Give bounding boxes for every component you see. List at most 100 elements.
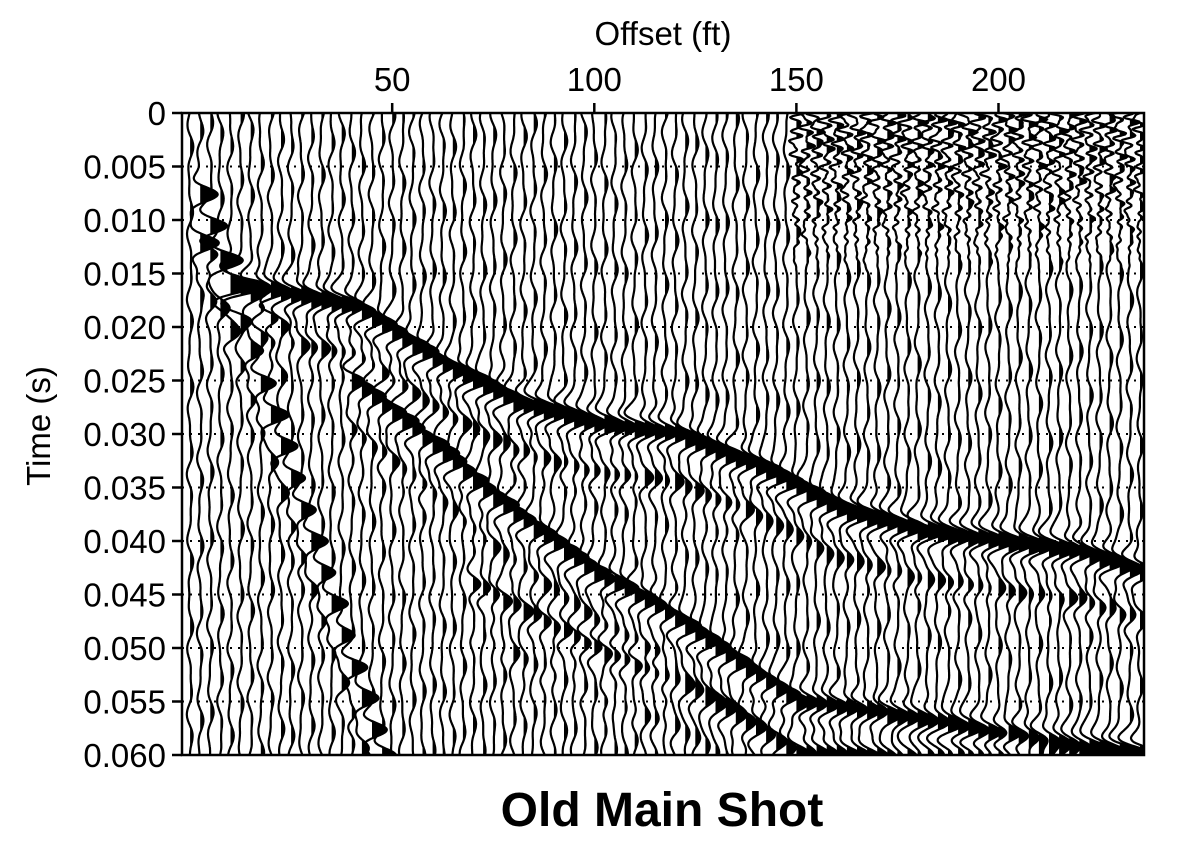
trace-wiggle	[999, 111, 1027, 756]
trace-27	[454, 112, 480, 756]
trace-65	[836, 111, 866, 756]
trace-fill	[321, 113, 338, 728]
trace-15	[330, 112, 361, 756]
trace-56	[747, 112, 774, 756]
trace-wiggle	[724, 112, 753, 756]
trace-28	[461, 113, 492, 755]
trace-wiggle	[604, 112, 630, 756]
trace-16	[341, 113, 369, 756]
trace-12	[302, 113, 329, 756]
trace-33	[514, 112, 539, 755]
x-axis-title: Offset (ft)	[595, 15, 732, 52]
trace-wiggle	[936, 112, 966, 756]
trace-fill	[462, 114, 479, 742]
trace-fill	[735, 113, 752, 725]
trace-fill	[665, 113, 679, 755]
y-tick-label: 0.010	[83, 202, 166, 239]
y-tick-label: 0.015	[83, 256, 166, 293]
trace-43	[614, 112, 640, 756]
trace-fill	[685, 132, 703, 745]
trace-wiggle	[756, 113, 785, 756]
trace-wiggle	[877, 112, 903, 756]
x-tick-label: 200	[971, 61, 1026, 98]
trace-34	[523, 112, 552, 755]
trace-wiggle	[1090, 112, 1121, 756]
trace-wiggle	[1018, 112, 1049, 756]
trace-fill	[604, 113, 624, 739]
trace-78	[968, 112, 994, 756]
trace-fill	[695, 133, 712, 748]
x-axis-ticks: 50 100 150 200	[374, 61, 1026, 113]
trace-73	[916, 112, 947, 756]
trace-51	[696, 112, 723, 756]
trace-wiggle	[1059, 112, 1084, 756]
trace-wiggle	[866, 112, 896, 756]
trace-wiggle	[737, 112, 761, 756]
trace-wiggle	[543, 112, 572, 755]
trace-fill	[1109, 115, 1126, 756]
trace-wiggle	[321, 113, 349, 755]
y-axis-ticks: 0 0.005 0.010 0.015 0.020 0.025 0.030 0.035 0.04…	[83, 95, 182, 774]
trace-wiggle	[1037, 112, 1067, 756]
trace-wiggle	[1008, 112, 1036, 756]
trace-wiggle	[291, 112, 318, 756]
trace-wiggle	[563, 112, 594, 756]
trace-81	[999, 111, 1027, 756]
trace-fill	[634, 139, 652, 751]
trace-7	[250, 112, 277, 756]
trace-37	[553, 112, 581, 756]
trace-60	[786, 111, 812, 756]
trace-87	[1059, 112, 1084, 756]
y-tick-label: 0.055	[83, 684, 166, 721]
trace-61	[796, 112, 827, 756]
trace-wiggle	[189, 112, 220, 756]
trace-55	[737, 112, 761, 756]
trace-26	[442, 112, 469, 755]
trace-13	[312, 112, 339, 756]
trace-wiggle	[421, 112, 451, 756]
trace-wiggle	[362, 112, 388, 756]
trace-94	[1129, 111, 1145, 755]
trace-fill	[432, 133, 449, 756]
x-tick-label: 150	[769, 61, 824, 98]
trace-wiggle	[1069, 111, 1096, 756]
trace-67	[856, 111, 887, 756]
trace-wiggle	[341, 113, 369, 756]
trace-80	[987, 112, 1017, 756]
trace-fill	[564, 131, 580, 743]
trace-wiggle	[454, 112, 480, 756]
trace-fill	[776, 113, 793, 751]
trace-wiggle	[382, 112, 409, 756]
trace-93	[1117, 112, 1145, 755]
trace-70	[887, 111, 914, 756]
trace-92	[1108, 111, 1145, 756]
trace-fill	[1018, 113, 1035, 755]
trace-54	[724, 112, 753, 756]
trace-wiggle	[1078, 111, 1109, 756]
trace-88	[1069, 111, 1096, 756]
trace-41	[594, 112, 625, 756]
trace-66	[845, 112, 876, 756]
trace-71	[896, 112, 927, 756]
trace-31	[492, 112, 521, 756]
trace-wiggle	[330, 112, 361, 756]
x-tick-label: 100	[567, 61, 622, 98]
trace-fill	[594, 147, 611, 755]
trace-8	[258, 112, 291, 756]
trace-1	[189, 112, 220, 756]
trace-fill	[998, 117, 1016, 756]
trace-30	[484, 113, 509, 756]
trace-wiggle	[887, 111, 914, 756]
trace-wiggle	[1129, 111, 1145, 755]
trace-83	[1018, 112, 1049, 756]
trace-wiggle	[207, 112, 244, 756]
trace-14	[321, 113, 349, 755]
trace-84	[1028, 112, 1056, 756]
trace-wiggle	[957, 112, 984, 756]
trace-58	[765, 112, 794, 756]
trace-18	[362, 112, 388, 756]
trace-wiggle	[948, 112, 974, 756]
trace-77	[957, 112, 984, 756]
trace-wiggle	[1047, 111, 1078, 756]
trace-89	[1078, 111, 1109, 756]
